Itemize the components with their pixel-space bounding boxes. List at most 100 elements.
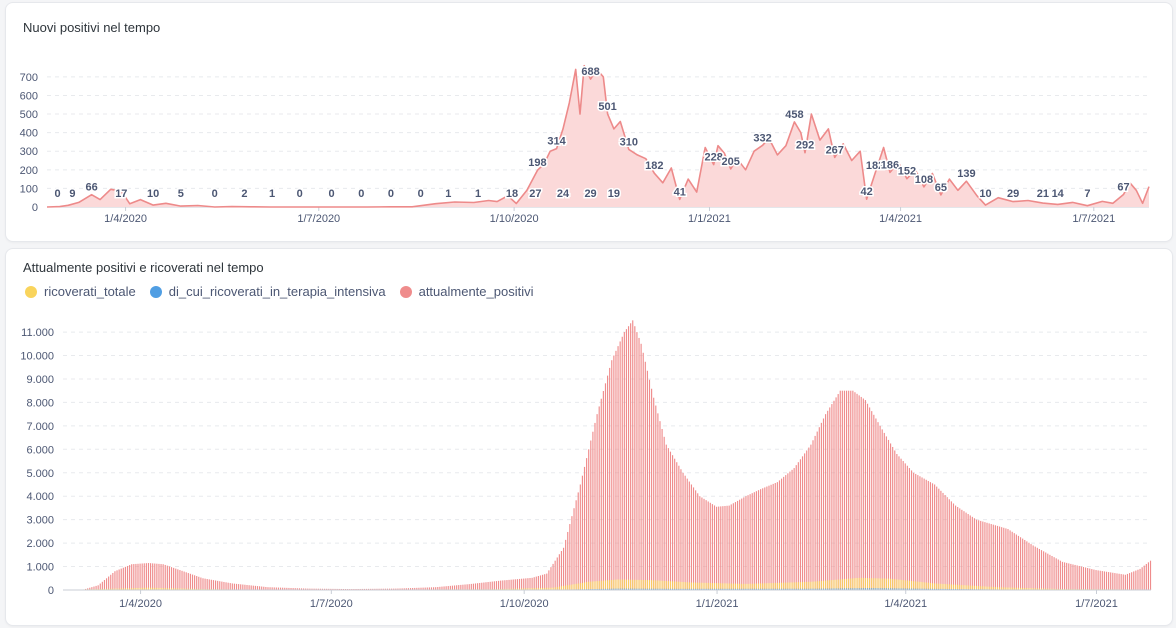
bar-ricoverati-totale — [862, 577, 864, 590]
y-tick-label: 6.000 — [26, 444, 54, 456]
bar-attualmente-positivi — [873, 414, 875, 590]
bar-attualmente-positivi — [550, 567, 552, 590]
bar-attualmente-positivi — [378, 588, 380, 590]
legend-item-terapia-intensiva[interactable]: di_cui_ricoverati_in_terapia_intensiva — [149, 284, 386, 299]
bar-attualmente-positivi — [1143, 565, 1145, 590]
bar-attualmente-positivi — [753, 492, 755, 590]
bar-ricoverati-totale — [546, 587, 548, 590]
bar-attualmente-positivi — [936, 486, 938, 590]
bar-terapia-intensiva — [613, 588, 615, 590]
legend-item-attualmente-positivi[interactable]: attualmente_positivi — [399, 284, 534, 299]
bar-attualmente-positivi — [669, 451, 672, 590]
bar-ricoverati-totale — [118, 588, 120, 590]
bar-terapia-intensiva — [743, 588, 745, 590]
bar-ricoverati-totale — [116, 588, 118, 590]
bar-terapia-intensiva — [801, 588, 804, 590]
bar-attualmente-positivi — [904, 463, 906, 590]
bar-attualmente-positivi — [1055, 558, 1057, 590]
bar-terapia-intensiva — [623, 588, 625, 590]
bar-ricoverati-totale — [764, 583, 766, 590]
bar-attualmente-positivi — [906, 465, 908, 590]
bar-attualmente-positivi — [248, 585, 250, 590]
bar-attualmente-positivi — [261, 586, 263, 590]
bar-ricoverati-totale — [736, 583, 739, 590]
bar-ricoverati-totale — [722, 583, 724, 590]
bar-ricoverati-totale — [705, 582, 707, 590]
bar-ricoverati-totale — [688, 582, 690, 590]
data-label: 5 — [178, 188, 184, 200]
bar-ricoverati-totale — [745, 583, 747, 590]
bar-attualmente-positivi — [636, 332, 638, 590]
bars — [64, 320, 1152, 591]
bar-terapia-intensiva — [944, 588, 946, 590]
bar-ricoverati-totale — [185, 588, 187, 590]
bar-attualmente-positivi — [596, 414, 598, 590]
bar-attualmente-positivi — [282, 587, 284, 590]
bar-attualmente-positivi — [1084, 567, 1087, 590]
bar-attualmente-positivi — [275, 587, 277, 590]
bar-attualmente-positivi — [611, 360, 613, 590]
bar-attualmente-positivi — [252, 585, 254, 590]
bar-attualmente-positivi — [787, 473, 789, 590]
bar-attualmente-positivi — [472, 583, 474, 590]
bar-ricoverati-totale — [816, 581, 818, 590]
bar-attualmente-positivi — [950, 501, 952, 590]
bar-terapia-intensiva — [726, 588, 728, 590]
bar-ricoverati-totale — [1040, 588, 1043, 590]
bar-attualmente-positivi — [143, 563, 145, 590]
bar-attualmente-positivi — [592, 431, 594, 590]
bar-terapia-intensiva — [711, 588, 713, 590]
bar-terapia-intensiva — [816, 588, 818, 590]
bar-terapia-intensiva — [753, 588, 755, 590]
bar-attualmente-positivi — [963, 511, 965, 590]
bar-terapia-intensiva — [835, 588, 837, 590]
bar-terapia-intensiva — [785, 588, 787, 590]
bar-terapia-intensiva — [913, 588, 915, 590]
bar-attualmente-positivi — [875, 418, 877, 590]
bar-attualmente-positivi — [110, 574, 112, 590]
bar-attualmente-positivi — [594, 422, 596, 590]
bar-ricoverati-totale — [506, 588, 508, 590]
bar-attualmente-positivi — [1057, 559, 1059, 590]
bar-attualmente-positivi — [841, 390, 843, 590]
bar-ricoverati-totale — [720, 583, 722, 590]
bar-ricoverati-totale — [1034, 588, 1036, 590]
bar-terapia-intensiva — [827, 588, 829, 590]
bar-attualmente-positivi — [292, 588, 294, 590]
y-tick-label: 8.000 — [26, 397, 54, 409]
bar-attualmente-positivi — [1026, 541, 1028, 590]
bar-attualmente-positivi — [495, 581, 498, 590]
bar-attualmente-positivi — [372, 588, 374, 590]
bar-ricoverati-totale — [562, 585, 565, 590]
bar-attualmente-positivi — [667, 448, 669, 590]
bar-attualmente-positivi — [418, 587, 420, 590]
bar-attualmente-positivi — [692, 487, 695, 590]
bar-attualmente-positivi — [361, 588, 363, 590]
bar-attualmente-positivi — [1017, 535, 1020, 590]
bar-ricoverati-totale — [516, 588, 519, 590]
bar-attualmente-positivi — [233, 583, 235, 590]
bar-attualmente-positivi — [944, 495, 946, 590]
bar-attualmente-positivi — [1137, 569, 1139, 590]
bar-ricoverati-totale — [168, 588, 171, 590]
bar-terapia-intensiva — [833, 588, 835, 590]
bar-attualmente-positivi — [382, 588, 384, 590]
bar-ricoverati-totale — [833, 579, 835, 590]
chart-title: Attualmente positivi e ricoverati nel te… — [23, 260, 264, 275]
data-label: 292 — [796, 140, 814, 152]
bar-ricoverati-totale — [573, 584, 575, 590]
bar-attualmente-positivi — [91, 587, 93, 590]
bar-attualmente-positivi — [227, 582, 229, 590]
legend-item-ricoverati-totale[interactable]: ricoverati_totale — [25, 284, 136, 299]
bar-attualmente-positivi — [569, 524, 571, 590]
bar-ricoverati-totale — [772, 583, 774, 590]
bar-attualmente-positivi — [544, 574, 546, 590]
bar-ricoverati-totale — [732, 583, 734, 590]
bar-ricoverati-totale — [707, 582, 709, 590]
bar-attualmente-positivi — [1128, 573, 1131, 590]
bar-attualmente-positivi — [783, 476, 785, 590]
bar-ricoverati-totale — [762, 583, 764, 590]
bar-attualmente-positivi — [722, 506, 724, 590]
bar-attualmente-positivi — [980, 520, 982, 590]
bar-attualmente-positivi — [814, 435, 816, 590]
